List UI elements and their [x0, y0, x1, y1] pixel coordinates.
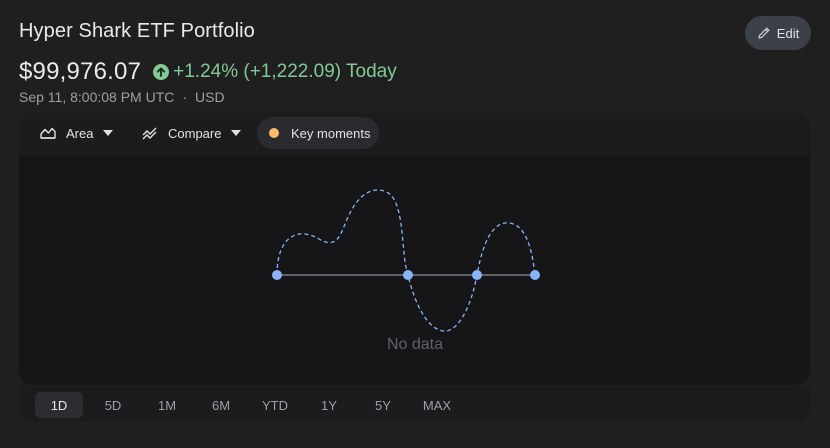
- chevron-down-icon: [103, 130, 114, 136]
- range-5y-button[interactable]: 5Y: [375, 397, 391, 413]
- chart-panel: [19, 113, 810, 385]
- key-moments-dot-icon: [269, 128, 279, 138]
- price-value: $99,976.07: [19, 58, 142, 85]
- pencil-icon: [758, 27, 770, 39]
- chart-type-dropdown[interactable]: Area: [40, 117, 114, 149]
- range-6m-button[interactable]: 6M: [211, 397, 231, 413]
- separator: ·: [182, 89, 188, 105]
- empty-chart-illustration: [272, 189, 540, 332]
- range-ytd-button[interactable]: YTD: [262, 397, 288, 413]
- range-max-button[interactable]: MAX: [422, 397, 452, 413]
- currency: USD: [195, 89, 225, 105]
- change-value: +1.24% (+1,222.09) Today: [173, 61, 397, 82]
- key-moments-toggle[interactable]: Key moments: [257, 117, 379, 149]
- chart-type-label: Area: [66, 125, 94, 141]
- chart-toolbar: [19, 113, 810, 155]
- no-data-message: No data: [386, 336, 444, 353]
- chart-point: [403, 270, 413, 280]
- chevron-down-icon: [231, 130, 242, 136]
- chart-point: [472, 270, 482, 280]
- page-title: Hyper Shark ETF Portfolio: [19, 20, 255, 42]
- compare-label: Compare: [168, 125, 222, 141]
- edit-button[interactable]: Edit: [745, 16, 811, 50]
- edit-label: Edit: [776, 25, 800, 41]
- key-moments-label: Key moments: [291, 125, 371, 141]
- range-5d-button[interactable]: 5D: [104, 397, 122, 413]
- quote-meta: Sep 11, 8:00:08 PM UTC · USD: [19, 89, 225, 105]
- arrow-up-circle-icon: [153, 64, 170, 80]
- compare-dropdown[interactable]: Compare: [142, 117, 242, 149]
- range-1y-button[interactable]: 1Y: [321, 397, 337, 413]
- range-bar: [19, 386, 810, 422]
- range-1m-button[interactable]: 1M: [157, 397, 177, 413]
- compare-icon: [142, 127, 157, 140]
- area-chart-icon: [40, 127, 56, 139]
- dashed-curve: [276, 189, 536, 332]
- chart-point: [272, 270, 282, 280]
- chart-point: [530, 270, 540, 280]
- quote-row: $99,976.07 +1.24% (+1,222.09) Today: [19, 58, 397, 86]
- range-1d-button[interactable]: 1D: [35, 392, 83, 418]
- timestamp: Sep 11, 8:00:08 PM UTC: [19, 89, 175, 105]
